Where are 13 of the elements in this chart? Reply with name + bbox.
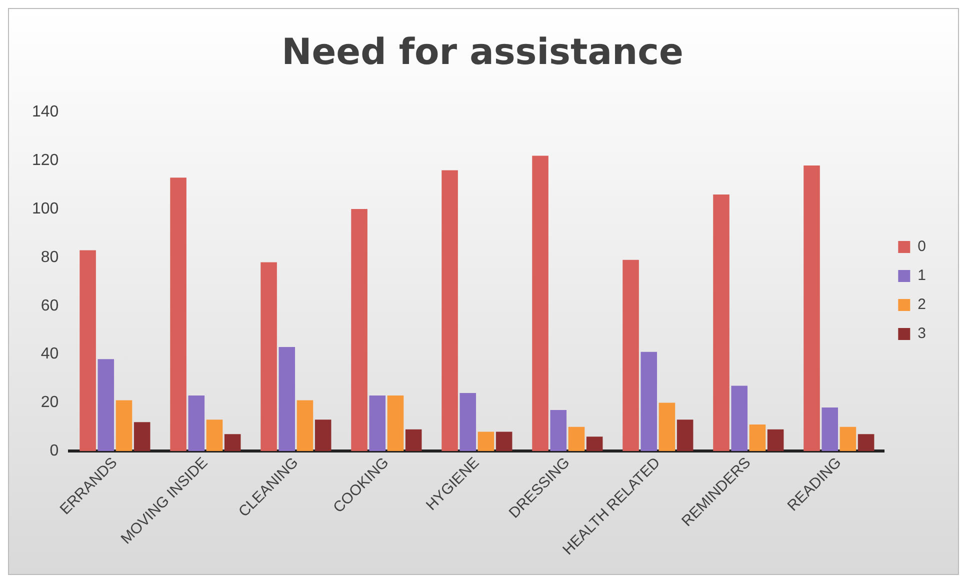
y-tick-label: 80 (40, 248, 59, 266)
y-tick-label: 100 (32, 200, 59, 218)
chart-title: Need for assistance (282, 32, 684, 73)
y-tick-label: 20 (40, 394, 59, 412)
y-tick-label: 140 (32, 104, 59, 121)
legend-label: 2 (918, 296, 926, 314)
legend-label: 3 (918, 325, 926, 342)
legend-label: 1 (918, 267, 926, 284)
legend-label: 0 (918, 238, 926, 256)
y-tick-label: 0 (50, 442, 59, 460)
y-tick-label: 120 (32, 152, 59, 170)
y-tick-label: 40 (40, 346, 59, 363)
y-tick-label: 60 (40, 297, 59, 314)
